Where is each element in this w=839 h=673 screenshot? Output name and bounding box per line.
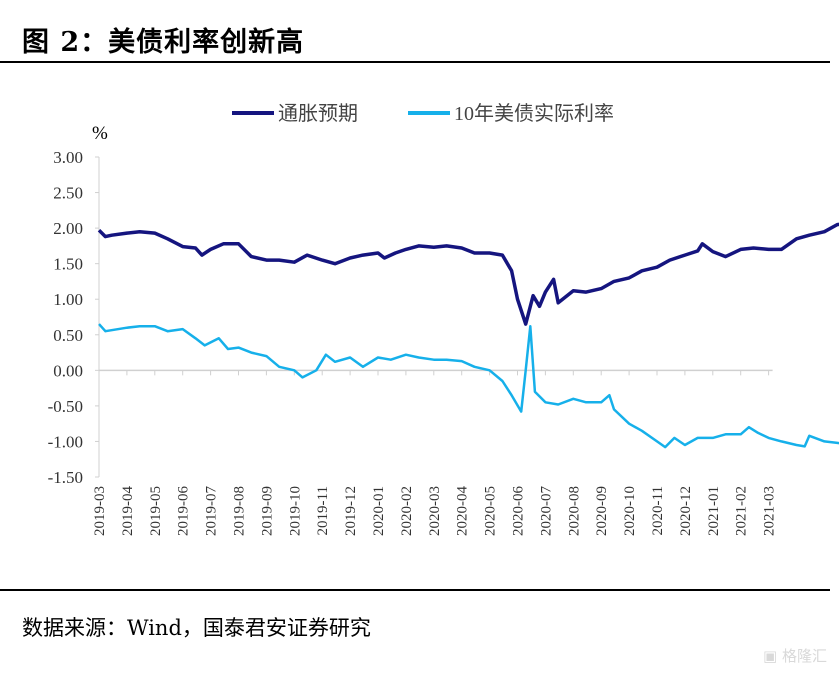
watermark-logo: ▣ 格隆汇 xyxy=(763,647,827,665)
x-tick-label: 2019-03 xyxy=(92,486,108,536)
x-tick-label: 2020-08 xyxy=(566,486,582,536)
x-tick-label: 2020-11 xyxy=(650,486,666,535)
x-tick-label: 2020-05 xyxy=(483,486,499,536)
legend: 通胀预期 10年美债实际利率 xyxy=(232,102,614,125)
y-tick-label: -0.50 xyxy=(48,397,83,416)
y-tick-label: 1.50 xyxy=(53,255,83,274)
x-tick-label: 2020-06 xyxy=(511,486,527,536)
series-line-inflation-expectation xyxy=(97,222,839,326)
x-tick-label: 2021-03 xyxy=(762,486,778,536)
x-tick-label: 2021-01 xyxy=(706,486,722,536)
y-tick-label: 3.00 xyxy=(53,148,83,167)
y-tick-label: -1.50 xyxy=(48,468,83,487)
x-tick-label: 2019-04 xyxy=(120,486,136,536)
x-tick-label: 2019-12 xyxy=(343,486,359,536)
watermark-text: 格隆汇 xyxy=(781,647,827,665)
x-tick-label: 2019-10 xyxy=(287,486,303,536)
axes: 3.00 2.50 2.00 1.50 1.00 0.50 0.00 -0.50 -1.00 -1… xyxy=(48,148,778,536)
x-tick-label: 2020-09 xyxy=(594,486,610,536)
y-tick-label: 2.00 xyxy=(53,219,83,238)
x-tick-label: 2021-02 xyxy=(734,486,750,536)
source-note: 数据来源：Wind，国泰君安证券研究 xyxy=(22,616,371,640)
y-tick-label: 0.50 xyxy=(53,326,83,345)
y-axis-label: % xyxy=(92,123,108,144)
x-tick-label: 2020-07 xyxy=(538,486,554,536)
top-divider xyxy=(0,61,830,63)
x-tick-label: 2019-09 xyxy=(259,486,275,536)
y-tick-label: 0.00 xyxy=(53,361,83,380)
y-tick-label: -1.00 xyxy=(48,432,83,451)
bottom-divider xyxy=(0,589,830,591)
series-group xyxy=(97,222,839,449)
x-tick-label: 2019-08 xyxy=(232,486,248,536)
x-tick-label: 2019-06 xyxy=(176,486,192,536)
figure-title: 图 2：美债利率创新高 xyxy=(22,27,305,58)
y-tick-label: 2.50 xyxy=(53,184,83,203)
x-tick-label: 2019-11 xyxy=(315,486,331,535)
legend-label: 10年美债实际利率 xyxy=(454,102,614,125)
x-tick-label: 2020-03 xyxy=(427,486,443,536)
x-tick-label: 2020-01 xyxy=(371,486,387,536)
x-tick-label: 2020-12 xyxy=(678,486,694,536)
x-tick-label: 2019-07 xyxy=(204,486,220,536)
x-tick-label: 2020-04 xyxy=(455,486,471,536)
y-tick-label: 1.00 xyxy=(53,290,83,309)
x-tick-label: 2019-05 xyxy=(148,486,164,536)
x-tick-label: 2020-02 xyxy=(399,486,415,536)
legend-label: 通胀预期 xyxy=(278,102,358,125)
x-tick-label: 2020-10 xyxy=(622,486,638,536)
series-line-real-rate xyxy=(98,323,839,449)
